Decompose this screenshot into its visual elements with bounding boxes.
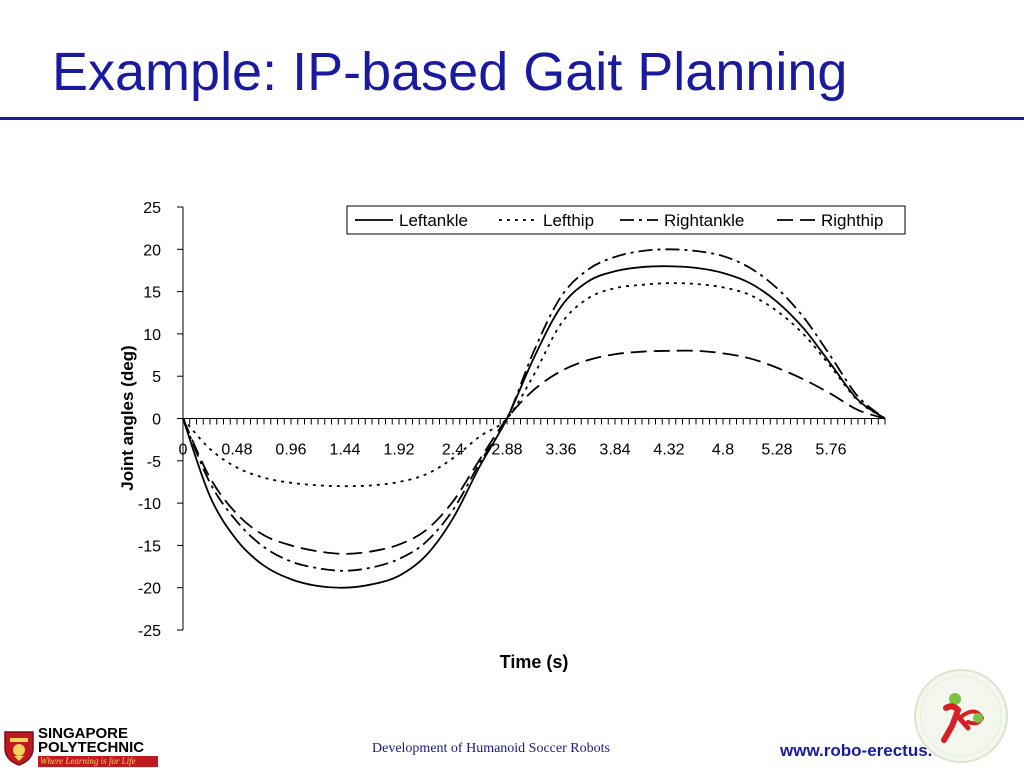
robo-erectus-logo-icon <box>914 669 1008 763</box>
x-tick-label: 1.92 <box>383 442 414 459</box>
y-tick-label: -20 <box>138 581 161 598</box>
slide-title: Example: IP-based Gait Planning <box>52 42 848 102</box>
x-tick-label: 4.32 <box>653 442 684 459</box>
x-tick-label: 2.88 <box>491 442 522 459</box>
website-link[interactable]: www.robo-erectus.org <box>780 741 960 760</box>
y-tick-label: 15 <box>143 285 161 302</box>
legend-label-rightankle: Rightankle <box>664 211 744 230</box>
legend-label-leftankle: Leftankle <box>399 211 468 230</box>
joint-angle-chart: 25 20 15 10 5 0 -5 -10 -15 -20 -25 0 0.48 0.96 1.44 1.9… <box>118 200 906 672</box>
x-tick-label: 0.48 <box>221 442 252 459</box>
chart-legend: Leftankle Lefthip Rightankle Righthip <box>346 205 906 235</box>
footer-text: Development of Humanoid Soccer Robots <box>372 741 610 756</box>
y-tick-label: -5 <box>147 454 161 471</box>
y-tick-label: -10 <box>138 496 161 513</box>
series-line-leftankle <box>182 265 886 589</box>
series-line-righthip <box>182 349 886 555</box>
x-tick-label: 0 <box>179 442 188 459</box>
y-tick-label: 25 <box>143 200 161 217</box>
y-tick-label: -25 <box>138 623 161 640</box>
singapore-polytechnic-logo: SINGAPORE POLYTECHNIC Where Learning is … <box>2 726 162 768</box>
institution-name-line2: POLYTECHNIC <box>38 739 145 756</box>
axes-layer: 25 20 15 10 5 0 -5 -10 -15 -20 -25 0 0.48 0.96 1.44 1.9… <box>138 200 886 640</box>
y-tick-label: 20 <box>143 242 161 259</box>
x-tick-label: 3.84 <box>599 442 630 459</box>
series-layer <box>182 248 886 589</box>
legend-label-lefthip: Lefthip <box>543 211 594 230</box>
y-tick-label: 10 <box>143 327 161 344</box>
institution-name-line1: SINGAPORE <box>38 725 129 742</box>
x-axis-label: Time (s) <box>500 652 569 672</box>
series-line-lefthip <box>182 282 886 488</box>
x-tick-label: 0.96 <box>275 442 306 459</box>
shield-crest-icon <box>4 731 34 766</box>
y-axis-label: Joint angles (deg) <box>118 345 137 490</box>
series-line-rightankle <box>182 248 886 572</box>
legend-label-righthip: Righthip <box>821 211 883 230</box>
x-tick-label: 5.76 <box>815 442 846 459</box>
x-tick-label: 5.28 <box>761 442 792 459</box>
institution-tagline: Where Learning is for Life <box>38 756 158 767</box>
x-tick-label: 2.4 <box>442 442 464 459</box>
y-tick-label: -15 <box>138 538 161 555</box>
title-divider <box>0 117 1024 120</box>
y-tick-label: 0 <box>152 412 161 429</box>
y-tick-label: 5 <box>152 369 161 386</box>
x-tick-label: 1.44 <box>329 442 360 459</box>
x-tick-label: 3.36 <box>545 442 576 459</box>
x-tick-label: 4.8 <box>712 442 734 459</box>
